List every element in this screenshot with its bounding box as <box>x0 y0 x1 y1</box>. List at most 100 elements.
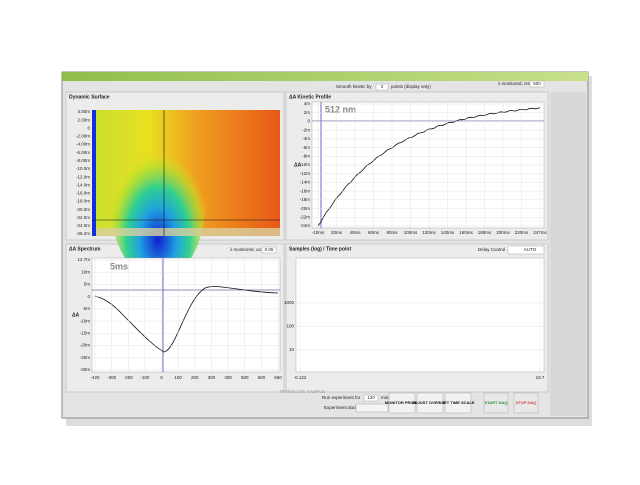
y-tick-label: -18m <box>300 197 311 202</box>
y-tick-label: -12m <box>300 171 311 176</box>
y-tick-label: 10m <box>81 269 90 274</box>
lambda-input[interactable] <box>529 80 545 88</box>
y-tick-label: 4m <box>304 101 311 106</box>
x-tick-label: 60ms <box>368 230 380 235</box>
heatmap-edge <box>92 110 96 236</box>
button[interactable] <box>444 392 472 414</box>
duration-display <box>355 403 389 413</box>
x-tick-label: 200 <box>191 375 199 380</box>
y-tick-label: -20m <box>300 206 311 211</box>
button[interactable] <box>416 392 444 414</box>
x-tick-label: 180ms <box>478 230 492 235</box>
y-tick-label: -30m <box>80 367 91 372</box>
y-tick-label: -2m <box>302 127 310 132</box>
x-tick-label: 660 <box>274 375 282 380</box>
x-tick-label: 100ms <box>404 230 418 235</box>
x-tick-label: 19.7 <box>536 375 545 380</box>
control-label: λ monitored, us: <box>230 247 262 252</box>
y-tick-label: 2m <box>304 110 311 115</box>
x-tick-label: 160ms <box>459 230 473 235</box>
duration-label: Experiment duration <box>324 405 365 410</box>
x-tick-label: 120ms <box>422 230 436 235</box>
y-tick-label: -10.0m <box>76 166 90 171</box>
button[interactable] <box>483 392 509 414</box>
y-tick-label: -20m <box>80 343 91 348</box>
y-tick-label: -8.00m <box>76 158 90 163</box>
y-tick-label: -5m <box>82 306 90 311</box>
run-input[interactable] <box>363 394 379 402</box>
y-tick-label: -8m <box>302 153 310 158</box>
run-label: Run experiment for <box>322 395 361 400</box>
button[interactable] <box>388 392 416 414</box>
y-tick-label: -10m <box>300 162 311 167</box>
y-tick-label: -24m <box>300 223 311 228</box>
plot-area <box>295 257 545 373</box>
smooth-label: Smooth kinetic by <box>336 84 372 89</box>
button-label: START DAQ <box>484 400 507 405</box>
x-tick-label: 80ms <box>386 230 398 235</box>
smooth-value: 3 <box>381 84 384 89</box>
x-tick-label: 40ms <box>349 230 361 235</box>
control-label: Delay Control <box>478 247 505 252</box>
heatmap-noise <box>92 228 280 236</box>
smooth-input[interactable] <box>375 83 389 91</box>
x-tick-label: -300 <box>107 375 117 380</box>
panel-title: Dynamic Surface <box>69 94 110 100</box>
heatmap-blob <box>110 120 206 280</box>
y-tick-label: -4.00m <box>76 142 90 147</box>
y-axis-label: ΔA <box>294 162 302 168</box>
panel-title: ΔA Kinetic Profile <box>289 94 331 100</box>
y-tick-label: -10m <box>80 318 91 323</box>
annotation: 5ms <box>110 261 128 271</box>
y-tick-label: -15m <box>80 331 91 336</box>
x-tick-label: -420 <box>90 375 100 380</box>
x-tick-label: -100 <box>140 375 150 380</box>
y-tick-label: -6.00m <box>76 150 90 155</box>
translate-label: TRANSLATE SAMPLE <box>279 389 325 394</box>
x-tick-label: 0 <box>160 375 163 380</box>
y-tick-label: -22m <box>300 214 311 219</box>
y-tick-label: -4m <box>302 136 310 141</box>
button[interactable] <box>513 392 539 414</box>
button-label: MONITOR PROBE <box>385 400 419 405</box>
y-tick-label: 10 <box>289 347 295 352</box>
button-label: SET TIME SCALE <box>441 400 474 405</box>
y-tick-label: -26.2m <box>76 231 90 236</box>
spectrum-curve <box>94 286 279 353</box>
y-tick-label: 1000 <box>284 300 295 305</box>
x-tick-label: 600 <box>258 375 266 380</box>
y-axis-label: ΔA <box>72 312 80 318</box>
y-tick-label: 4.00m <box>77 109 90 114</box>
x-tick-label: 140ms <box>441 230 455 235</box>
y-tick-label: 5m <box>84 282 91 287</box>
side-area <box>550 92 586 416</box>
run-unit: mins <box>381 395 391 400</box>
x-tick-label: 220ms <box>515 230 529 235</box>
control-input[interactable] <box>261 246 277 254</box>
y-tick-label: -16m <box>300 188 311 193</box>
annotation: 512 nm <box>325 104 356 114</box>
panel-title: Samples (log) / Time point <box>289 246 351 252</box>
x-tick-label: 500 <box>241 375 249 380</box>
y-tick-label: -24.0m <box>76 223 90 228</box>
button-label: ADJUST OVERLAP <box>412 400 449 405</box>
smooth-suffix: points (display only) <box>391 84 431 89</box>
y-tick-label: 100 <box>286 324 294 329</box>
x-tick-label: 20ms <box>331 230 343 235</box>
y-tick-label: -14.0m <box>76 182 90 187</box>
y-tick-label: -12.0m <box>76 174 90 179</box>
y-tick-label: 12.7m <box>77 257 90 262</box>
x-tick-label: 247ms <box>533 230 547 235</box>
run-value: 120 <box>367 395 375 400</box>
y-tick-label: -20.0m <box>76 207 90 212</box>
x-tick-label: -0.122 <box>294 375 307 380</box>
y-tick-label: -25m <box>80 355 91 360</box>
y-tick-label: 0 <box>87 125 90 130</box>
panel-title: ΔA Spectrum <box>69 246 101 252</box>
y-tick-label: -14m <box>300 180 311 185</box>
control-dropdown[interactable] <box>507 245 545 255</box>
x-tick-label: -10ms <box>312 230 325 235</box>
control-value: 0.05 <box>265 247 274 252</box>
